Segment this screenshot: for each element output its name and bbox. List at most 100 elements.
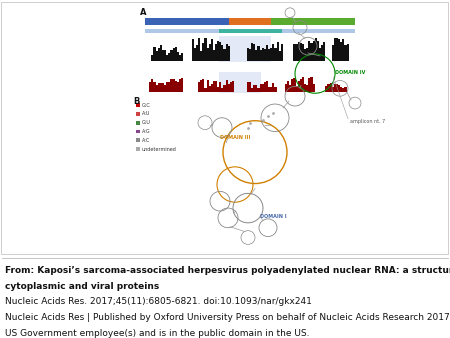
Bar (266, 81, 268, 92)
Bar (247, 82, 249, 92)
Bar (215, 81, 217, 92)
Bar (158, 83, 160, 92)
Bar (289, 85, 291, 92)
Bar (136, 121, 140, 125)
Bar (145, 29, 355, 33)
Bar (204, 88, 207, 92)
Text: From: Kaposi’s sarcoma-associated herpesvirus polyadenylated nuclear RNA: a stru: From: Kaposi’s sarcoma-associated herpes… (5, 266, 450, 275)
Bar (230, 82, 232, 92)
Bar (166, 55, 168, 61)
Text: G:C: G:C (142, 102, 151, 107)
Bar (340, 87, 342, 92)
Bar (261, 48, 264, 61)
Bar (156, 85, 158, 92)
Bar (225, 80, 228, 92)
Bar (319, 48, 321, 61)
Bar (247, 48, 249, 61)
Bar (217, 87, 219, 92)
Bar (272, 83, 274, 92)
Bar (260, 50, 261, 61)
Bar (266, 45, 268, 61)
Bar (287, 81, 289, 92)
Bar (158, 48, 160, 61)
Bar (209, 44, 211, 61)
Text: amplicon nt. 7: amplicon nt. 7 (350, 119, 385, 124)
Bar (194, 48, 196, 61)
Bar (336, 83, 338, 92)
Text: DOMAIN I: DOMAIN I (260, 214, 287, 219)
Bar (346, 44, 349, 61)
Bar (202, 79, 204, 92)
Bar (298, 81, 300, 92)
Bar (261, 83, 264, 92)
Bar (264, 49, 266, 61)
Bar (304, 84, 306, 92)
Bar (338, 39, 340, 61)
Bar (268, 87, 270, 92)
Bar (317, 41, 319, 61)
Bar (255, 85, 257, 92)
Bar (279, 51, 281, 61)
Text: G:U: G:U (142, 120, 151, 125)
Bar (321, 45, 323, 61)
Bar (192, 39, 194, 61)
Bar (323, 42, 325, 61)
Bar (342, 39, 344, 61)
Bar (207, 80, 209, 92)
Bar (304, 49, 306, 61)
Bar (313, 84, 315, 92)
Bar (342, 88, 344, 92)
Bar (151, 79, 153, 92)
Bar (334, 84, 336, 92)
Bar (136, 147, 140, 151)
Bar (264, 82, 266, 92)
Bar (300, 43, 302, 61)
Text: DOMAIN III: DOMAIN III (220, 136, 250, 140)
Bar (153, 47, 156, 61)
Bar (166, 82, 168, 92)
Bar (175, 47, 177, 61)
Bar (177, 52, 179, 61)
Bar (229, 18, 271, 25)
Bar (225, 45, 228, 61)
Bar (162, 83, 164, 92)
Bar (251, 88, 253, 92)
Bar (308, 41, 310, 61)
Text: Nucleic Acids Res | Published by Oxford University Press on behalf of Nucleic Ac: Nucleic Acids Res | Published by Oxford … (5, 313, 450, 322)
Bar (162, 50, 164, 61)
Bar (202, 43, 204, 61)
Text: cytoplasmic and viral proteins: cytoplasmic and viral proteins (5, 282, 160, 291)
Bar (179, 79, 181, 92)
Bar (298, 42, 300, 61)
Text: A:G: A:G (142, 129, 151, 134)
Bar (302, 44, 304, 61)
Bar (291, 79, 293, 92)
Bar (204, 38, 207, 61)
Bar (173, 78, 175, 92)
Bar (310, 77, 313, 92)
Bar (179, 55, 181, 61)
Bar (213, 80, 215, 92)
Bar (168, 82, 171, 92)
Bar (296, 44, 298, 61)
Bar (332, 45, 334, 61)
Bar (296, 86, 298, 92)
Bar (325, 86, 328, 92)
Bar (156, 51, 158, 61)
Bar (207, 48, 209, 61)
Text: A:C: A:C (142, 138, 150, 143)
Bar (219, 42, 221, 61)
Bar (198, 38, 200, 61)
Bar (340, 42, 342, 61)
Bar (228, 84, 230, 92)
Bar (336, 38, 338, 61)
Text: undetermined: undetermined (142, 147, 177, 152)
Text: B: B (133, 97, 140, 106)
Bar (136, 129, 140, 134)
Bar (293, 44, 296, 61)
Bar (221, 45, 224, 61)
Bar (281, 44, 283, 61)
Bar (253, 85, 255, 92)
Bar (306, 85, 308, 92)
Bar (224, 85, 225, 92)
